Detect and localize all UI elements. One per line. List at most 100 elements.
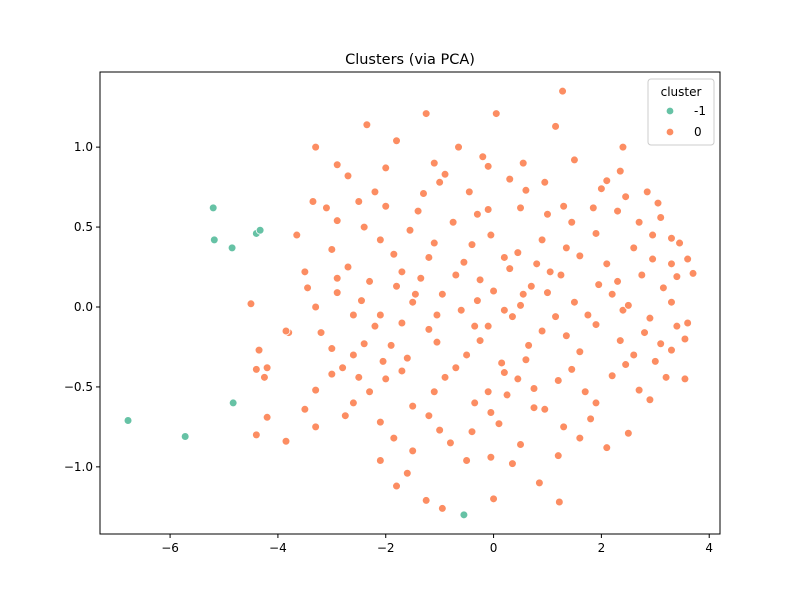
scatter-point-cluster-0 (403, 468, 412, 478)
scatter-point-cluster-0 (602, 259, 612, 269)
scatter-point-cluster-0 (327, 245, 337, 254)
scatter-point-cluster-0 (667, 345, 676, 355)
scatter-point-cluster-0 (645, 313, 655, 323)
scatter-point-cluster-0 (359, 339, 369, 349)
scatter-point-cluster-0 (683, 254, 692, 264)
scatter-point-cluster-0 (486, 408, 496, 417)
scatter-point-cluster-0 (332, 160, 342, 170)
y-tick-label: 0.0 (74, 300, 93, 314)
scatter-point-cluster-0 (362, 120, 372, 130)
scatter-point-cluster-0 (637, 270, 647, 280)
scatter-point-cluster-0 (254, 345, 264, 355)
scatter-point-cluster-0 (653, 198, 663, 208)
scatter-point-cluster-0 (489, 494, 498, 504)
scatter-point-cluster-0 (475, 336, 485, 345)
scatter-point-cluster-0 (559, 201, 568, 211)
scatter-point-cluster-0 (629, 350, 639, 360)
scatter-point-cluster-0 (429, 387, 439, 397)
scatter-point-cluster-0 (521, 355, 531, 365)
scatter-point-cluster-0 (508, 312, 517, 321)
scatter-point-cluster-0 (483, 321, 493, 331)
scatter-point-cluster-0 (392, 136, 401, 146)
scatter-point-cluster-0 (527, 281, 536, 291)
legend: cluster -1 0 (647, 78, 715, 146)
scatter-point-cluster-0 (303, 283, 312, 293)
scatter-point-cluster-0 (661, 373, 671, 382)
scatter-point-cluster-0 (634, 217, 644, 227)
scatter-point-cluster-0 (246, 299, 256, 309)
x-tick-label: −4 (269, 541, 287, 555)
scatter-points (123, 86, 698, 520)
scatter-point-cluster-0 (486, 452, 496, 462)
scatter-point-cluster-0 (648, 254, 657, 264)
scatter-point-cluster-0 (558, 86, 567, 96)
scatter-point-cluster-0 (551, 122, 560, 131)
scatter-point-cluster-0 (529, 403, 539, 413)
scatter-point-cluster-0 (575, 433, 585, 443)
scatter-point-cluster-0 (500, 368, 509, 377)
scatter-point-cluster-0 (575, 347, 585, 357)
scatter-point-cluster-0 (602, 176, 612, 186)
scatter-point-cluster-neg1 (208, 203, 218, 213)
scatter-point-cluster-0 (456, 305, 466, 315)
scatter-point-cluster-0 (365, 387, 374, 397)
scatter-point-cluster-0 (281, 436, 291, 446)
scatter-point-cluster-0 (672, 272, 682, 281)
y-tick-label: 1.0 (74, 140, 93, 154)
scatter-point-cluster-0 (624, 428, 633, 438)
scatter-point-cluster-0 (470, 398, 479, 408)
scatter-point-cluster-0 (621, 192, 630, 201)
scatter-point-cluster-0 (543, 209, 552, 219)
scatter-point-cluster-0 (594, 280, 603, 289)
scatter-point-cluster-0 (489, 286, 498, 296)
scatter-point-cluster-0 (508, 459, 517, 468)
scatter-point-cluster-0 (435, 425, 444, 435)
scatter-point-cluster-0 (389, 249, 399, 259)
scatter-point-cluster-0 (497, 358, 506, 368)
scatter-point-cluster-0 (562, 243, 571, 253)
scatter-point-cluster-0 (448, 217, 458, 227)
scatter-point-cluster-0 (586, 414, 595, 424)
scatter-point-cluster-0 (465, 187, 474, 197)
scatter-point-cluster-0 (645, 395, 655, 405)
scatter-point-cluster-0 (252, 430, 261, 440)
scatter-point-cluster-0 (516, 301, 525, 310)
scatter-point-cluster-0 (624, 301, 633, 310)
scatter-point-cluster-neg1 (180, 432, 190, 441)
scatter-point-cluster-0 (680, 334, 690, 344)
scatter-point-cluster-0 (424, 325, 434, 334)
scatter-point-cluster-0 (467, 427, 477, 436)
scatter-point-cluster-0 (316, 328, 326, 337)
legend-title: cluster (661, 85, 702, 99)
scatter-point-cluster-0 (376, 456, 385, 465)
scatter-point-cluster-0 (475, 275, 485, 285)
scatter-point-cluster-0 (532, 259, 541, 269)
scatter-point-cluster-0 (688, 269, 698, 278)
scatter-point-cluster-0 (540, 178, 550, 187)
scatter-point-cluster-0 (322, 203, 331, 213)
scatter-point-cluster-0 (397, 366, 407, 376)
x-axis-ticks: −6 −4 −2 0 2 4 (161, 534, 713, 555)
scatter-point-cluster-0 (343, 171, 353, 181)
scatter-point-cluster-0 (555, 497, 564, 507)
scatter-point-cluster-0 (529, 384, 539, 393)
scatter-point-cluster-0 (332, 288, 342, 297)
scatter-point-cluster-0 (667, 297, 676, 307)
scatter-point-cluster-0 (349, 398, 358, 408)
scatter-point-cluster-0 (553, 376, 563, 385)
scatter-point-cluster-0 (429, 158, 439, 168)
x-tick-label: 4 (705, 541, 713, 555)
scatter-point-cluster-0 (556, 270, 566, 280)
y-axis-ticks: −1.0 −0.5 0.0 0.5 1.0 (64, 140, 100, 474)
scatter-point-cluster-0 (621, 360, 630, 369)
scatter-point-cluster-0 (467, 240, 477, 249)
scatter-point-cluster-0 (281, 326, 291, 336)
scatter-point-cluster-0 (607, 289, 617, 299)
scatter-point-cluster-0 (300, 267, 310, 277)
scatter-point-cluster-0 (591, 398, 601, 408)
scatter-point-cluster-0 (672, 321, 682, 331)
scatter-point-cluster-0 (502, 390, 512, 400)
scatter-point-cluster-0 (446, 438, 455, 448)
scatter-point-cluster-0 (327, 369, 337, 379)
scatter-point-cluster-0 (505, 174, 515, 184)
